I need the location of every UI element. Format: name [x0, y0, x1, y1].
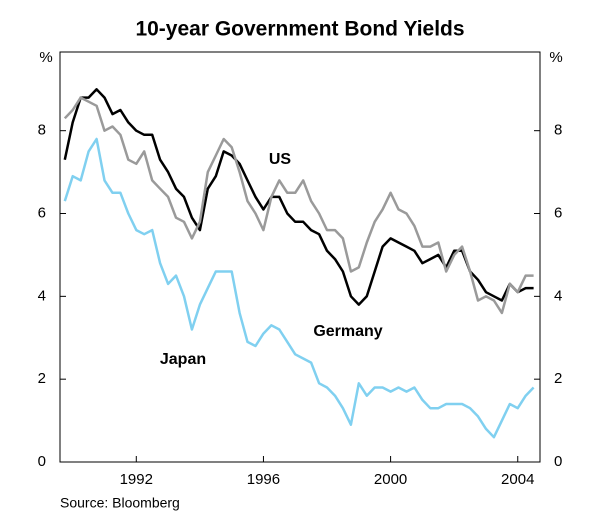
x-tick-label: 2000 — [374, 471, 407, 488]
y-unit: % — [39, 49, 52, 66]
series-label: Japan — [160, 351, 206, 368]
x-tick-label: 1992 — [120, 471, 153, 488]
y-tick-label: 8 — [38, 122, 46, 139]
y2-tick-label: 0 — [554, 453, 562, 470]
y-tick-label: 0 — [38, 453, 46, 470]
series-label: US — [269, 151, 292, 168]
y2-tick-label: 2 — [554, 370, 562, 387]
y-tick-label: 2 — [38, 370, 46, 387]
series-line — [63, 137, 535, 439]
y2-unit: % — [549, 49, 562, 66]
series-line — [63, 88, 534, 306]
y2-tick-label: 6 — [554, 204, 562, 221]
y-tick-label: 6 — [38, 204, 46, 221]
chart-title: 10-year Government Bond Yields — [135, 18, 464, 41]
series-line — [63, 96, 534, 315]
y2-tick-label: 8 — [554, 122, 562, 139]
plot-frame — [59, 51, 541, 463]
y-tick-label: 4 — [38, 287, 46, 304]
source-note: Source: Bloomberg — [60, 495, 180, 511]
x-tick-label: 1996 — [247, 471, 280, 488]
series-label: Germany — [313, 323, 382, 340]
x-tick-label: 2004 — [501, 471, 534, 488]
y2-tick-label: 4 — [554, 287, 562, 304]
